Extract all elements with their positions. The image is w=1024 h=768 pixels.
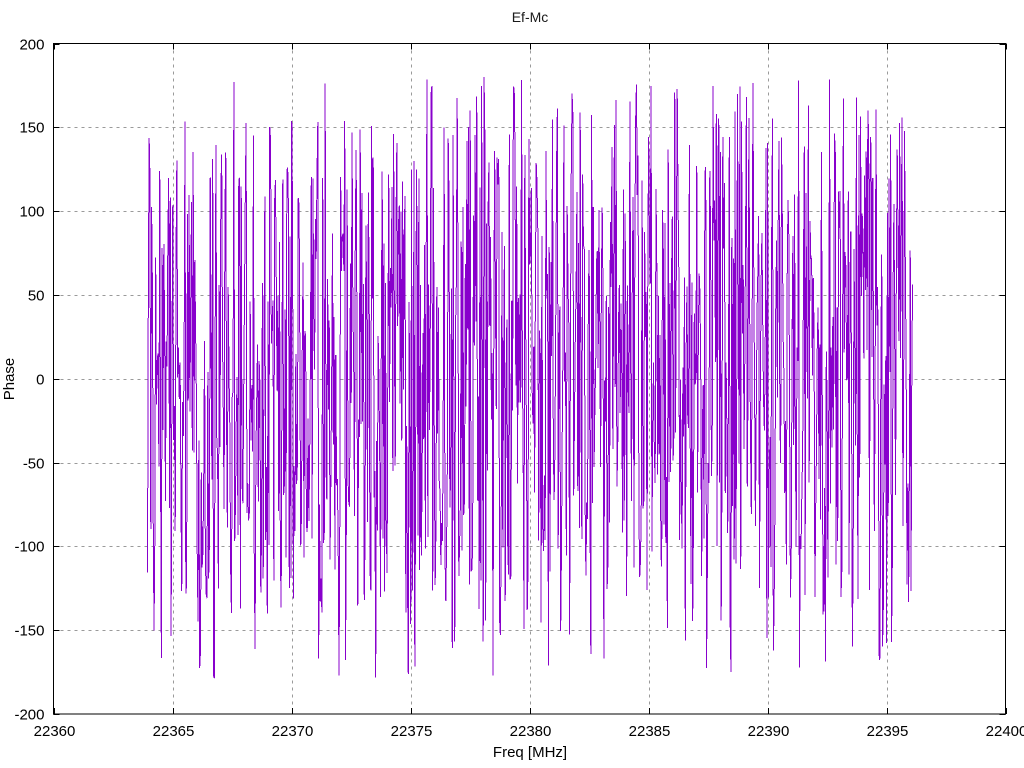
y-axis-tick-labels: -200 -150 -100 -50 0 50 100 150 200 — [14, 37, 44, 724]
y-tick-label: 150 — [19, 120, 44, 137]
y-tick-label: -150 — [14, 623, 44, 640]
x-tick-label: 22395 — [867, 723, 909, 740]
y-tick-label: 100 — [19, 204, 44, 221]
x-tick-label: 22390 — [748, 723, 790, 740]
x-tick-label: 22380 — [510, 723, 552, 740]
x-tick-label: 22360 — [34, 723, 76, 740]
x-tick-label: 22370 — [272, 723, 314, 740]
x-tick-label: 22385 — [629, 723, 671, 740]
y-tick-label: 0 — [36, 372, 44, 389]
y-tick-label: 200 — [19, 37, 44, 54]
plot-frame — [52, 42, 1007, 715]
tick-marks — [53, 43, 1008, 716]
y-axis-title: Phase — [1, 358, 18, 401]
y-tick-label: -50 — [23, 456, 45, 473]
y-tick-label: -100 — [14, 539, 44, 556]
data-series-layer — [147, 77, 914, 679]
y-tick-label: -200 — [14, 707, 44, 724]
y-tick-label: 50 — [28, 288, 45, 305]
x-axis-tick-labels: 22360 22365 22370 22375 22380 22385 22390 22395… — [34, 723, 1024, 740]
page-title: Ef-Mc — [512, 9, 549, 25]
x-axis-title: Freq [MHz] — [493, 744, 567, 761]
x-tick-label: 22400 — [986, 723, 1024, 740]
x-tick-label: 22365 — [153, 723, 195, 740]
x-tick-label: 22375 — [391, 723, 433, 740]
data-series-line — [147, 77, 914, 679]
